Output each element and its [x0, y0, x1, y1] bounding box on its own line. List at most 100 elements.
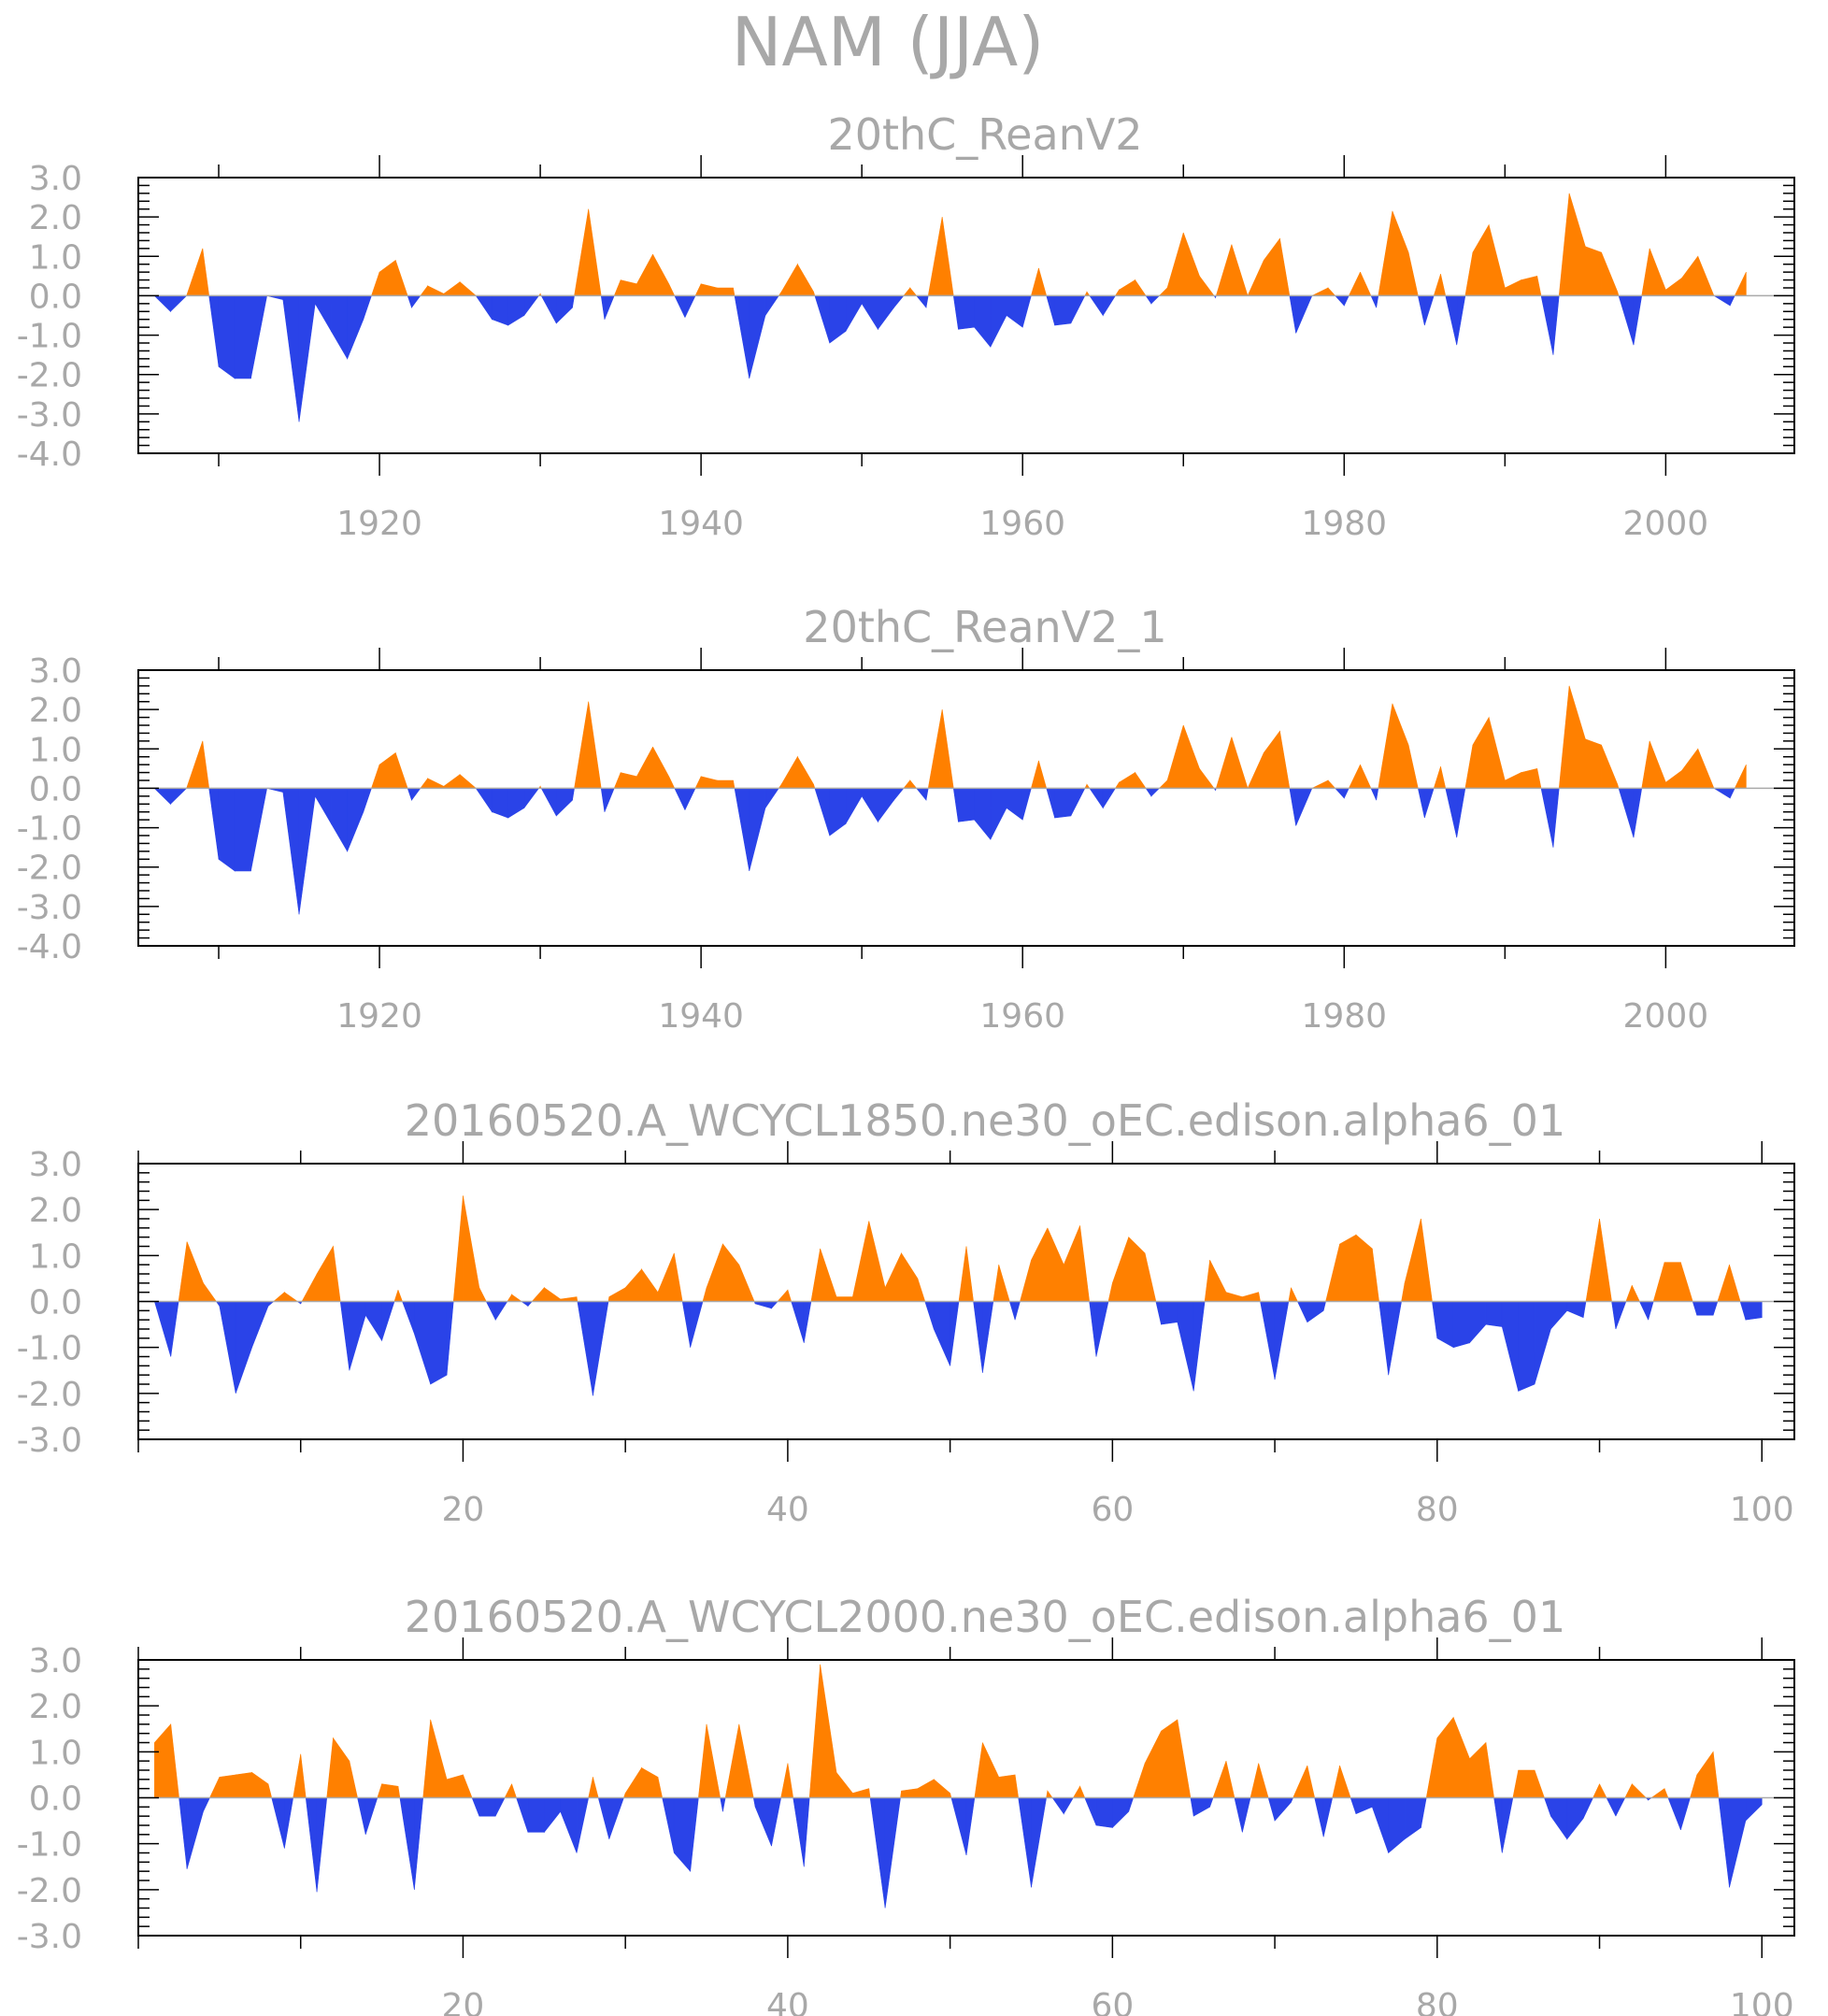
- positive-area-30: [787, 1290, 793, 1302]
- positive-area-40: [965, 1246, 974, 1302]
- negative-area-48: [1145, 295, 1152, 305]
- negative-area-19: [540, 295, 557, 324]
- positive-area-21: [733, 779, 735, 789]
- positive-area-30: [1030, 267, 1039, 296]
- negative-area-63: [1552, 295, 1560, 355]
- positive-area-8: [459, 774, 478, 789]
- negative-area-17: [507, 788, 525, 819]
- x-tick-label: 1980: [1301, 997, 1387, 1036]
- negative-area-53: [1469, 1301, 1487, 1344]
- positive-area-31: [780, 1763, 789, 1798]
- positive-area-65: [1452, 1717, 1470, 1798]
- positive-area-29: [777, 1289, 789, 1302]
- positive-area-59: [1325, 1243, 1340, 1302]
- negative-area-11: [347, 295, 364, 359]
- negative-area-19: [540, 788, 557, 817]
- positive-area-38: [917, 1278, 926, 1302]
- positive-area-45: [1279, 238, 1291, 296]
- positive-area-56: [1225, 1761, 1235, 1798]
- positive-area-22: [641, 1268, 659, 1302]
- negative-area-20: [556, 788, 573, 817]
- negative-area-11: [364, 1301, 382, 1342]
- positive-area-52: [1204, 1260, 1210, 1302]
- positive-area-60: [1307, 1766, 1316, 1798]
- positive-area-3: [219, 1774, 236, 1798]
- positive-area-20: [717, 779, 734, 789]
- negative-area-30: [829, 788, 847, 836]
- positive-area-3: [378, 751, 396, 789]
- positive-area-39: [901, 1788, 919, 1798]
- negative-area-19: [597, 1797, 610, 1839]
- chart-panel-3: 20160520.A_WCYCL1850.ne30_oEC.edison.alp…: [17, 1095, 1795, 1529]
- negative-area-34: [893, 295, 905, 308]
- negative-area-35: [916, 295, 927, 308]
- positive-area-1: [170, 1723, 179, 1798]
- positive-area-68: [1665, 277, 1682, 296]
- negative-area-46: [1089, 295, 1104, 317]
- positive-area-24: [797, 755, 814, 789]
- positive-area-28: [927, 709, 943, 789]
- negative-area-51: [1314, 1797, 1324, 1837]
- positive-area-59: [1292, 1765, 1308, 1798]
- positive-area-19: [700, 776, 718, 789]
- y-tick-label: -3.0: [17, 889, 82, 927]
- negative-area-69: [1745, 1301, 1763, 1321]
- positive-area-43: [1247, 260, 1264, 296]
- negative-area-48: [1267, 1797, 1276, 1822]
- positive-area-78: [1696, 1751, 1714, 1798]
- negative-area-40: [990, 788, 1007, 840]
- negative-area-15: [430, 1301, 448, 1385]
- negative-area-64: [1648, 1301, 1654, 1321]
- negative-area-10: [331, 295, 348, 360]
- negative-area-12: [381, 1301, 395, 1341]
- positive-area-46: [1311, 779, 1329, 789]
- positive-area-43: [1020, 1260, 1032, 1302]
- positive-area-23: [780, 263, 798, 296]
- positive-area-34: [1114, 289, 1120, 296]
- positive-area-45: [1047, 1227, 1064, 1302]
- negative-area-64: [1618, 788, 1635, 838]
- y-tick-label: 2.0: [29, 1688, 82, 1726]
- negative-area-3: [218, 295, 236, 379]
- positive-area-12: [588, 208, 602, 296]
- positive-area-0: [178, 1241, 188, 1302]
- negative-area-41: [1006, 295, 1023, 328]
- negative-area-31: [869, 1797, 886, 1909]
- negative-area-4: [234, 788, 251, 872]
- positive-area-67: [1649, 740, 1666, 789]
- positive-area-53: [1209, 1260, 1227, 1302]
- panel-title: 20thC_ReanV2_1: [803, 602, 1166, 652]
- positive-area-64: [1404, 1218, 1421, 1302]
- negative-area-55: [1343, 788, 1350, 799]
- positive-area-55: [1464, 252, 1474, 296]
- positive-area-42: [998, 1265, 1010, 1302]
- negative-area-27: [754, 1797, 772, 1847]
- negative-area-17: [560, 1797, 578, 1853]
- negative-area-32: [950, 1301, 960, 1366]
- negative-area-36: [925, 295, 929, 308]
- negative-area-2: [208, 788, 220, 860]
- y-tick-label: -3.0: [17, 396, 82, 435]
- positive-area-75: [1650, 1788, 1665, 1798]
- negative-area-29: [814, 295, 831, 344]
- negative-area-45: [1296, 1301, 1308, 1323]
- y-tick-label: 0.0: [29, 770, 82, 808]
- negative-area-18: [494, 1301, 508, 1322]
- positive-area-5: [251, 1771, 269, 1798]
- positive-area-41: [1215, 736, 1233, 789]
- positive-area-36: [884, 1252, 902, 1302]
- positive-area-70: [1534, 1769, 1545, 1798]
- negative-area-11: [471, 1797, 480, 1817]
- negative-area-58: [1550, 1301, 1568, 1330]
- negative-area-2: [203, 1797, 210, 1812]
- negative-area-21: [662, 1797, 675, 1853]
- positive-area-2: [208, 1777, 221, 1798]
- positive-area-42: [1231, 736, 1249, 789]
- y-tick-label: 0.0: [29, 278, 82, 316]
- positive-area-73: [1717, 1265, 1730, 1302]
- negative-area-49: [1150, 788, 1161, 797]
- negative-area-46: [1307, 1301, 1324, 1323]
- positive-area-69: [1681, 255, 1699, 296]
- positive-area-22: [593, 1777, 599, 1798]
- negative-area-73: [1745, 1797, 1763, 1822]
